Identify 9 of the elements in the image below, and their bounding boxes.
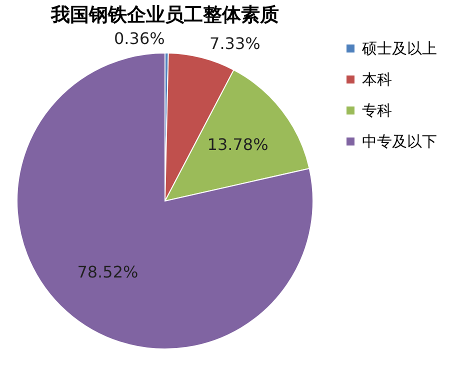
chart-title: 我国钢铁企业员工整体素质 bbox=[50, 4, 279, 26]
data-label: 0.36% bbox=[114, 29, 165, 48]
legend-label: 本科 bbox=[362, 70, 392, 88]
data-label: 78.52% bbox=[77, 262, 138, 282]
legend-label: 专科 bbox=[362, 102, 392, 120]
data-label: 7.33% bbox=[210, 34, 260, 54]
data-label: 13.78% bbox=[207, 135, 268, 154]
legend-label: 硕士及以上 bbox=[361, 40, 437, 58]
legend-label: 中专及以下 bbox=[362, 132, 437, 150]
